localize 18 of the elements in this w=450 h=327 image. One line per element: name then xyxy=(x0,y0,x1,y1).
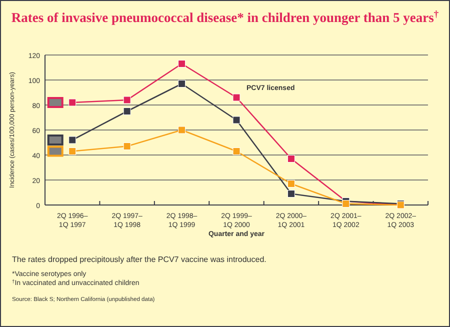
point xyxy=(287,180,295,188)
point xyxy=(232,148,240,155)
text: The rates dropped precipitously after the PCV7 vaccine was introduced. xyxy=(12,255,266,264)
point xyxy=(342,200,350,208)
point xyxy=(68,148,76,155)
chart-title: Rates of invasive pneumococcal disease* in children younger than 5 years$^{†}$ xyxy=(11,10,439,25)
point xyxy=(68,136,76,144)
point xyxy=(232,116,240,124)
point xyxy=(123,108,131,115)
point xyxy=(232,94,240,102)
point xyxy=(178,126,186,134)
point xyxy=(68,98,76,106)
point xyxy=(123,96,131,104)
point xyxy=(287,155,295,162)
point xyxy=(178,80,186,88)
point xyxy=(123,142,131,150)
point xyxy=(178,60,186,68)
point xyxy=(287,190,295,198)
